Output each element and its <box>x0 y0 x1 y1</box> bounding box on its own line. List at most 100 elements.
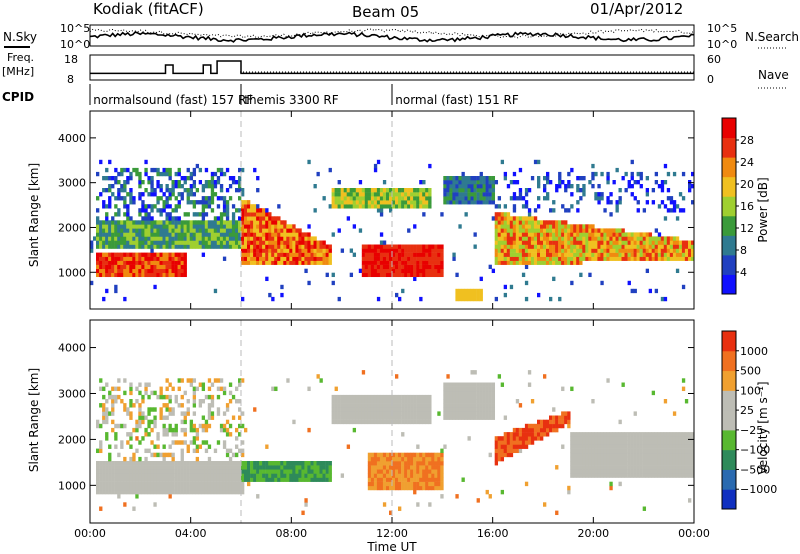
nave-tick-top: 60 <box>707 53 721 66</box>
power-cell <box>588 232 592 237</box>
power-cell <box>355 192 360 197</box>
power-cell <box>289 252 293 257</box>
velocity-cell <box>585 436 589 441</box>
power-cell <box>479 188 483 193</box>
velocity-cell <box>123 407 127 412</box>
velocity-cell <box>238 382 242 387</box>
velocity-cell <box>382 419 387 425</box>
velocity-cell <box>349 399 354 404</box>
velocity-cell <box>162 444 166 449</box>
power-cell <box>558 232 562 237</box>
power-cell <box>150 248 154 253</box>
velocity-cell <box>238 415 242 420</box>
power-cell <box>434 248 438 253</box>
velocity-cell <box>678 436 683 441</box>
velocity-cell <box>358 415 363 420</box>
velocity-cell <box>165 485 169 491</box>
velocity-cell <box>150 465 154 470</box>
power-cell <box>313 260 317 265</box>
power-cell <box>108 204 112 209</box>
velocity-cell <box>603 444 607 449</box>
power-cell <box>449 176 453 181</box>
power-cell <box>416 272 420 278</box>
velocity-cell <box>416 419 420 425</box>
power-cell <box>219 220 224 225</box>
power-cell <box>591 232 595 237</box>
velocity-cell <box>570 452 574 458</box>
power-cell <box>346 188 351 193</box>
power-cell <box>449 196 453 201</box>
velocity-cell <box>431 473 435 478</box>
power-cell <box>476 176 480 181</box>
power-cell <box>609 244 613 249</box>
power-cell <box>177 204 181 209</box>
velocity-cell <box>582 440 586 445</box>
power-cell <box>648 244 653 249</box>
power-cell <box>153 224 157 229</box>
velocity-cell <box>141 415 145 420</box>
velocity-cell <box>675 448 680 454</box>
power-cell <box>367 248 372 253</box>
velocity-cell <box>552 407 556 412</box>
power-cell <box>313 252 317 257</box>
power-cell <box>352 196 357 201</box>
velocity-cell <box>304 469 308 474</box>
power-cell <box>552 248 556 253</box>
velocity-cell <box>222 465 227 470</box>
velocity-cell <box>370 469 375 474</box>
power-cell <box>216 196 221 201</box>
power-cell <box>256 248 260 253</box>
power-cell <box>540 260 544 265</box>
velocity-cell <box>346 419 351 425</box>
velocity-cell <box>401 394 405 400</box>
power-cell <box>259 232 263 237</box>
velocity-cell <box>573 452 577 458</box>
power-cell <box>503 236 508 241</box>
power-cell <box>102 240 106 245</box>
power-cell <box>561 236 565 241</box>
power-cell <box>473 192 477 197</box>
velocity-cell <box>688 436 692 441</box>
velocity-cell <box>222 444 227 449</box>
velocity-cell <box>231 477 236 482</box>
velocity-cell <box>657 444 662 449</box>
velocity-cell <box>410 481 414 487</box>
power-cell <box>171 192 175 197</box>
velocity-cell <box>216 461 221 466</box>
velocity-cell <box>530 423 535 429</box>
power-cell <box>467 176 471 181</box>
power-cell <box>540 244 544 249</box>
power-cell <box>546 232 550 237</box>
velocity-cell <box>443 411 447 416</box>
velocity-cell <box>114 461 118 466</box>
power-cell <box>286 260 290 265</box>
power-cell <box>621 252 625 257</box>
power-cell <box>633 256 637 261</box>
power-cell <box>132 264 136 270</box>
velocity-cell <box>425 411 429 416</box>
power-cell <box>684 256 689 261</box>
power-cell <box>358 180 363 185</box>
power-cell <box>171 264 175 270</box>
power-cell <box>105 236 109 241</box>
velocity-cell <box>222 461 227 466</box>
velocity-cell <box>195 444 200 449</box>
power-cell <box>413 188 417 193</box>
velocity-cell <box>612 469 616 474</box>
power-cell <box>367 260 372 265</box>
power-cell <box>180 176 184 181</box>
power-cell <box>449 188 453 193</box>
power-cell <box>201 224 206 229</box>
velocity-cell <box>579 456 583 462</box>
power-cell <box>322 196 326 201</box>
velocity-colorbar-label-0: 1000 <box>740 345 768 358</box>
power-cell <box>189 224 194 229</box>
velocity-cell <box>292 419 296 425</box>
velocity-cell <box>141 394 145 400</box>
velocity-cell <box>455 494 459 499</box>
velocity-cell <box>464 382 468 387</box>
velocity-cell <box>485 415 489 420</box>
power-cell <box>114 212 118 217</box>
velocity-cell <box>162 485 166 491</box>
power-cell <box>373 188 378 193</box>
